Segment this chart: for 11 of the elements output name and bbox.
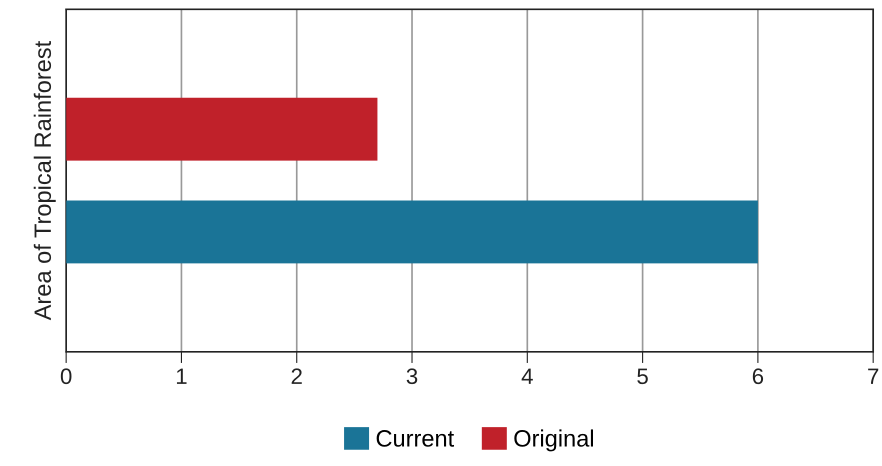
x-tick-label: 7 [868,368,878,384]
x-tick-label: 5 [637,368,648,384]
x-tick-label: 1 [176,368,187,384]
y-axis-title: Area of Tropical Rainforest [34,40,56,320]
x-tick-label: 6 [752,368,764,384]
x-tick-label: 4 [522,368,533,384]
legend-label: Current [376,430,454,447]
x-tick-label: 3 [406,368,418,384]
legend-label: Original [514,429,593,452]
x-tick-label: 0 [60,368,72,384]
x-tick-label: 2 [292,368,302,384]
